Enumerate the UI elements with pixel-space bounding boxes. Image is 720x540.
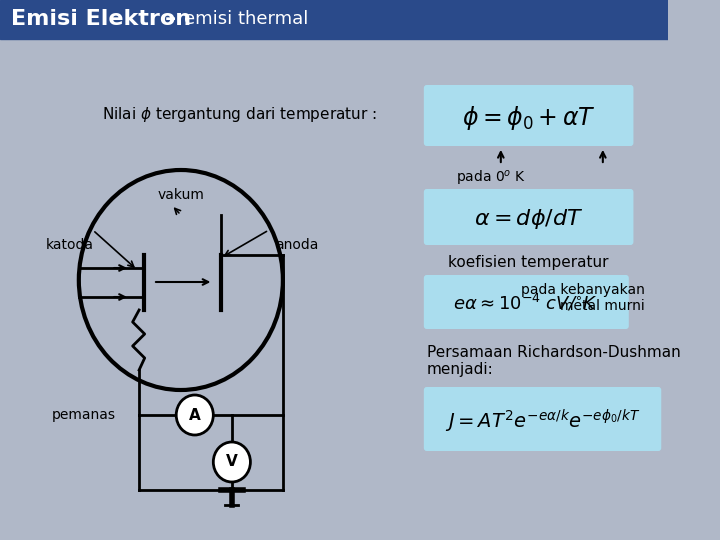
Text: A: A bbox=[189, 408, 201, 422]
Circle shape bbox=[213, 442, 251, 482]
Text: emisi thermal: emisi thermal bbox=[184, 10, 308, 29]
Text: $J = AT^2 e^{-e\alpha / k} e^{-e\phi_0 / kT}$: $J = AT^2 e^{-e\alpha / k} e^{-e\phi_0 /… bbox=[445, 407, 640, 435]
Text: koefisien temperatur: koefisien temperatur bbox=[449, 255, 609, 271]
Text: pada kebanyakan
metal murni: pada kebanyakan metal murni bbox=[521, 283, 644, 313]
FancyBboxPatch shape bbox=[424, 189, 634, 245]
Text: –: – bbox=[165, 9, 176, 30]
Text: Persamaan Richardson-Dushman
menjadi:: Persamaan Richardson-Dushman menjadi: bbox=[427, 345, 680, 377]
Text: katoda: katoda bbox=[45, 238, 94, 252]
Text: $e\alpha \approx 10^{-4}$ cV/$^{\circ}$K: $e\alpha \approx 10^{-4}$ cV/$^{\circ}$K bbox=[454, 293, 598, 314]
Text: vakum: vakum bbox=[158, 188, 204, 202]
FancyBboxPatch shape bbox=[424, 275, 629, 329]
Text: anoda: anoda bbox=[275, 238, 318, 252]
FancyBboxPatch shape bbox=[424, 85, 634, 146]
Text: V: V bbox=[226, 455, 238, 469]
Text: $\alpha = d\phi / dT$: $\alpha = d\phi / dT$ bbox=[474, 207, 583, 231]
Circle shape bbox=[176, 395, 213, 435]
Bar bbox=[0, 0, 667, 39]
FancyBboxPatch shape bbox=[424, 387, 661, 451]
Text: $\phi = \phi_0 + \alpha T$: $\phi = \phi_0 + \alpha T$ bbox=[462, 104, 595, 132]
Text: Nilai $\phi$ tergantung dari temperatur :: Nilai $\phi$ tergantung dari temperatur … bbox=[102, 105, 377, 125]
Text: pemanas: pemanas bbox=[51, 408, 115, 422]
Text: pada 0$^o$ K: pada 0$^o$ K bbox=[456, 168, 526, 187]
Text: Emisi Elektron: Emisi Elektron bbox=[11, 9, 192, 30]
